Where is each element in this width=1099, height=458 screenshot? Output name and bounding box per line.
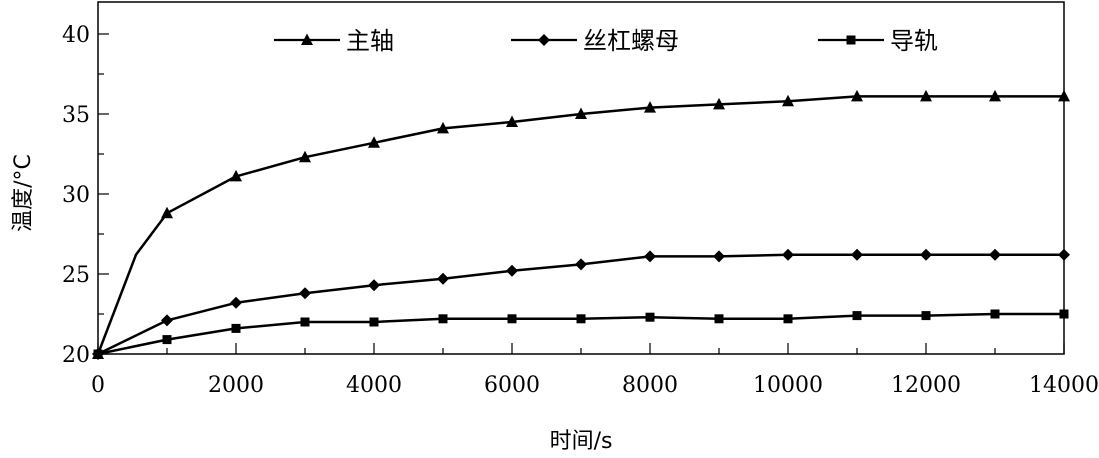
data-point: [506, 115, 518, 127]
series-layer: [92, 89, 1070, 360]
legend-label: 丝杠螺母: [583, 27, 679, 55]
data-point: [851, 89, 863, 102]
legend-marker: [538, 34, 550, 46]
data-point: [851, 248, 863, 261]
data-point: [299, 150, 311, 163]
data-point: [368, 279, 380, 292]
data-point: [368, 136, 380, 148]
y-tick-label: 25: [62, 263, 90, 288]
data-point: [93, 349, 103, 359]
data-point: [920, 89, 932, 102]
data-point: [576, 314, 586, 324]
data-point: [369, 317, 379, 327]
data-point: [644, 101, 656, 113]
x-tick-label: 4000: [346, 373, 402, 398]
x-tick-label: 10000: [753, 373, 823, 398]
data-point: [506, 264, 518, 277]
series-2: [92, 248, 1070, 360]
data-point: [714, 314, 724, 324]
x-axis: 0 2000 4000 6000 8000 10000 12000 14000: [91, 343, 1099, 398]
data-point: [645, 312, 655, 322]
data-point: [989, 89, 1001, 102]
x-tick-label: 2000: [208, 373, 264, 398]
data-point: [162, 335, 172, 345]
data-point: [161, 314, 173, 327]
data-point: [300, 317, 310, 327]
x-tick-label: 8000: [622, 373, 678, 398]
x-tick-label: 12000: [891, 373, 961, 398]
series-3: [93, 309, 1069, 359]
data-point: [782, 94, 794, 107]
data-point: [782, 248, 794, 261]
data-point: [713, 97, 725, 110]
data-point: [1059, 309, 1069, 319]
legend-item: 丝杠螺母: [511, 27, 679, 55]
data-point: [231, 323, 241, 333]
data-point: [644, 250, 656, 263]
data-point: [989, 248, 1001, 261]
y-axis: 20 25 30 35 40: [62, 23, 109, 368]
legend-marker: [846, 35, 856, 45]
data-point: [990, 309, 1000, 319]
data-point: [713, 250, 725, 263]
data-point: [575, 258, 587, 271]
data-point: [230, 169, 242, 182]
data-point: [437, 272, 449, 285]
data-point: [921, 311, 931, 321]
series-line: [96, 95, 1064, 355]
legend-item: 主轴: [274, 27, 394, 55]
data-point: [299, 287, 311, 300]
data-point: [575, 107, 587, 119]
legend-marker: [301, 33, 313, 45]
data-point: [438, 314, 448, 324]
data-point: [1058, 89, 1070, 102]
data-point: [230, 296, 242, 309]
data-point: [852, 311, 862, 321]
data-point: [1058, 248, 1070, 261]
x-tick-label: 6000: [484, 373, 540, 398]
y-axis-title: 温度/°C: [11, 154, 36, 232]
data-point: [437, 121, 449, 134]
x-tick-label: 0: [91, 373, 105, 398]
data-point: [783, 314, 793, 324]
legend-label: 导轨: [890, 27, 938, 55]
data-point: [507, 314, 517, 324]
legend-item: 导轨: [818, 27, 938, 55]
x-axis-title: 时间/s: [550, 429, 613, 454]
y-tick-label: 35: [62, 103, 90, 128]
legend: 主轴 丝杠螺母 导轨: [274, 27, 938, 55]
series-1: [92, 89, 1070, 359]
x-tick-label: 14000: [1029, 373, 1099, 398]
y-tick-label: 20: [62, 343, 90, 368]
data-point: [920, 248, 932, 261]
y-tick-label: 30: [62, 183, 90, 208]
legend-label: 主轴: [346, 27, 394, 55]
y-tick-label: 40: [62, 23, 90, 48]
data-point: [161, 206, 173, 219]
